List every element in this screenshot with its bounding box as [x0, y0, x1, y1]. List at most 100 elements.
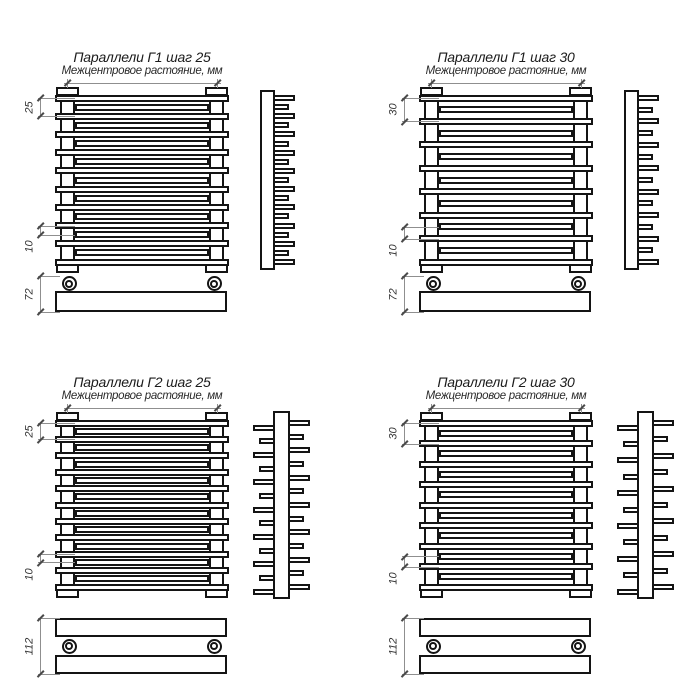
variant-title: Параллели Г2 шаг 25: [73, 374, 211, 390]
step-dim-line: [404, 98, 405, 122]
connector-ring-inner: [65, 279, 73, 288]
variant-panel-g1-step30: Параллели Г1 шаг 30 Межцентровое растоян…: [388, 49, 659, 316]
side-tube: [637, 235, 659, 242]
step-dim-line: [40, 423, 41, 440]
connector-ring-inner: [210, 642, 218, 650]
side-tube-right: [288, 515, 304, 522]
side-collector: [260, 90, 275, 270]
depth-dim-line: [404, 276, 405, 312]
side-tube: [273, 231, 289, 238]
tube-bar-short: [75, 476, 209, 484]
side-tube: [637, 153, 653, 160]
tube-bar-short: [75, 194, 209, 202]
tube-bar-short: [439, 552, 573, 560]
connector-ring-inner: [429, 279, 437, 288]
connector-ring-inner: [574, 642, 582, 650]
depth-dimension-value: 72: [387, 287, 400, 301]
side-tube: [637, 247, 653, 254]
side-tube-right: [288, 502, 310, 508]
tube-bar-short: [439, 470, 573, 478]
side-tube-left: [617, 522, 639, 529]
tube-bar-long: [55, 468, 229, 476]
depth-dim-line: [404, 618, 405, 674]
depth-dimension-value: 112: [23, 637, 36, 655]
side-tube: [273, 186, 295, 193]
offset-dim-line: [40, 554, 41, 563]
side-tube: [273, 113, 295, 120]
center-distance-dim-line: [64, 83, 221, 84]
side-tube: [273, 149, 295, 156]
step-dimension-value: 25: [23, 100, 36, 114]
center-distance-label: Межцентровое растояние, мм: [425, 390, 587, 402]
dim-extension-line: [402, 674, 424, 675]
tube-bar-short: [75, 526, 209, 534]
tube-bar-long: [55, 112, 229, 120]
side-tube: [273, 131, 295, 138]
tube-bar-long: [55, 550, 229, 558]
dim-extension-line: [38, 674, 60, 675]
tube-bar-short: [75, 158, 209, 166]
tube-bar-short: [75, 103, 209, 111]
dim-extension-line: [38, 423, 75, 424]
side-tube-left: [253, 506, 275, 513]
side-tube-right: [288, 488, 304, 495]
side-tube-left: [253, 588, 275, 595]
side-tube: [273, 140, 289, 147]
step-dim-line: [40, 98, 41, 117]
center-distance-label: Межцентровое растояние, мм: [61, 390, 223, 402]
side-tube-left: [617, 555, 639, 562]
side-tube-left: [617, 424, 639, 431]
variant-title: Параллели Г1 шаг 30: [437, 49, 575, 65]
collector-tab: [569, 589, 592, 598]
depth-dimension-value: 72: [23, 287, 36, 301]
side-tube: [273, 95, 295, 101]
side-tube: [273, 222, 295, 229]
tube-bar-long: [419, 235, 593, 243]
tube-bar-long: [419, 94, 593, 102]
side-collector: [273, 411, 290, 599]
tube-bar-short: [439, 223, 573, 231]
tube-bar-long: [55, 203, 229, 211]
bottom-collector-bar: [419, 655, 591, 674]
tube-bar-long: [55, 485, 229, 493]
dim-extension-line: [38, 116, 75, 118]
tube-bar-long: [419, 164, 593, 172]
bottom-collector-bar: [419, 291, 591, 312]
depth-dim-line: [40, 276, 41, 312]
tube-bar-short: [439, 176, 573, 184]
dim-extension-line: [402, 618, 424, 619]
collector-tab: [420, 412, 443, 421]
side-tube-right: [288, 570, 304, 577]
side-tube-right: [652, 502, 668, 508]
variant-panel-g1-step25: Параллели Г1 шаг 25 Межцентровое растоян…: [24, 49, 295, 316]
collector-tab: [205, 264, 228, 273]
center-distance-label: Межцентровое растояние, мм: [61, 65, 223, 77]
variant-panel-g2-step30: Параллели Г2 шаг 30 Межцентровое растоян…: [388, 374, 674, 678]
dim-extension-line: [38, 225, 75, 227]
tube-bar-long: [55, 149, 229, 157]
tube-bar-short: [75, 509, 209, 517]
side-tube: [637, 130, 653, 137]
side-tube: [273, 204, 295, 211]
center-distance-dim-line: [428, 83, 585, 84]
side-tube: [637, 118, 659, 125]
left-collector: [424, 88, 439, 272]
tube-bar-short: [439, 199, 573, 207]
side-tube: [273, 240, 295, 247]
dim-extension-line: [402, 556, 439, 558]
connector-ring-inner: [429, 642, 437, 650]
tube-bar-short: [439, 153, 573, 161]
side-tube: [273, 177, 289, 183]
collector-tab: [56, 412, 79, 421]
side-tube: [273, 259, 295, 265]
collector-tab: [569, 412, 592, 421]
tube-bar-short: [75, 212, 209, 220]
dim-extension-line: [402, 98, 439, 99]
side-tube-left: [617, 457, 639, 464]
tube-bar-short: [439, 246, 573, 254]
depth-dim-line: [40, 618, 41, 674]
tube-bar-short: [75, 176, 209, 184]
tube-bar-long: [55, 534, 229, 542]
offset-dim-line: [404, 556, 405, 567]
center-distance-dim-line: [428, 408, 585, 409]
